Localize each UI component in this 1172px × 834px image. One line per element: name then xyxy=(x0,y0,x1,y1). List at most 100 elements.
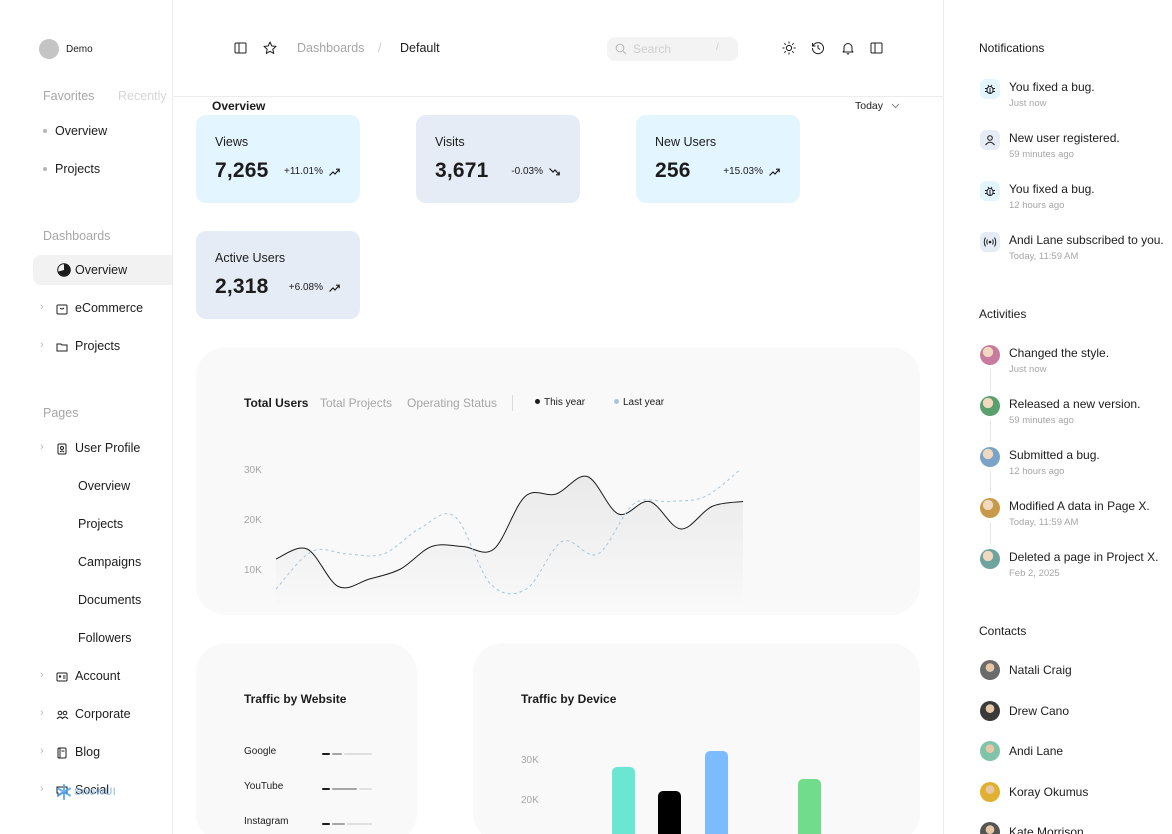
user-profile[interactable]: Demo xyxy=(39,39,93,59)
pie-chart-icon xyxy=(57,263,71,277)
tab-operating-status[interactable]: Operating Status xyxy=(407,396,498,410)
sidebar-item-user-profile[interactable]: › User Profile xyxy=(40,441,170,457)
user-name: Demo xyxy=(66,43,93,55)
notification-item[interactable]: Andi Lane subscribed to you. Today, 11:59… xyxy=(980,232,1164,262)
site-traffic-bar xyxy=(332,788,357,790)
sidebar-item-label: Overview xyxy=(75,263,128,277)
notification-item[interactable]: You fixed a bug. 12 hours ago xyxy=(980,181,1095,211)
sidebar-item-label: Projects xyxy=(75,339,121,353)
users-group-icon xyxy=(56,709,69,721)
notification-time: Just now xyxy=(1009,98,1047,109)
contact-item[interactable]: Drew Cano xyxy=(980,700,1070,721)
favorite-item-projects[interactable]: Projects xyxy=(43,162,100,176)
history-icon[interactable] xyxy=(811,41,825,55)
series-line-last-year xyxy=(275,468,742,595)
search-shortcut: / xyxy=(716,42,719,53)
stat-card-views: Views 7,265 +11.01% xyxy=(196,115,360,203)
avatar xyxy=(980,700,1000,721)
avatar xyxy=(980,396,1000,416)
site-label-google: Google xyxy=(244,746,277,757)
avatar xyxy=(980,781,1000,802)
notebook-icon xyxy=(56,747,68,759)
id-card-icon xyxy=(56,671,68,683)
stat-label: Views xyxy=(215,135,249,149)
snowflake-icon xyxy=(56,784,72,800)
activity-item[interactable]: Deleted a page in Project X. Feb 2, 2025 xyxy=(980,549,1158,579)
sidebar-item-label: Blog xyxy=(75,745,101,759)
contact-item[interactable]: Koray Okumus xyxy=(980,781,1088,802)
site-traffic-bar xyxy=(322,823,330,825)
activity-title: Modified A data in Page X. xyxy=(1009,499,1150,513)
sidebar-subitem-followers[interactable]: Followers xyxy=(78,631,132,645)
avatar xyxy=(980,549,1000,569)
trend-up-icon xyxy=(329,284,340,292)
sidebar-subitem-campaigns[interactable]: Campaigns xyxy=(78,555,142,569)
activity-title: Deleted a page in Project X. xyxy=(1009,550,1159,564)
site-traffic-bar xyxy=(344,753,372,755)
contact-item[interactable]: Andi Lane xyxy=(980,741,1063,761)
timeline-connector xyxy=(990,471,991,493)
notification-item[interactable]: New user registered. 59 minutes ago xyxy=(980,130,1120,160)
sidebar-item-account[interactable]: › Account xyxy=(40,669,170,685)
sidebar-subitem-projects[interactable]: Projects xyxy=(78,517,124,531)
breadcrumb-parent[interactable]: Dashboards xyxy=(297,41,365,55)
date-range-select[interactable]: Today xyxy=(855,100,900,112)
device-bar xyxy=(798,779,821,834)
shopping-bag-icon xyxy=(56,303,68,315)
traffic-device-title: Traffic by Device xyxy=(521,692,617,706)
traffic-device-chart: 20K 30K xyxy=(521,751,821,834)
activity-item[interactable]: Changed the style. Just now xyxy=(980,345,1109,375)
activity-title: Changed the style. xyxy=(1009,346,1110,360)
sidebar-item-overview[interactable]: Overview xyxy=(33,255,172,285)
contact-item[interactable]: Natali Craig xyxy=(980,660,1072,680)
sidebar-item-label: Account xyxy=(75,669,121,683)
tab-total-projects[interactable]: Total Projects xyxy=(320,396,393,410)
favorite-item-overview[interactable]: Overview xyxy=(43,124,107,138)
chevron-down-icon xyxy=(891,103,900,109)
chevron-right-icon: › xyxy=(40,441,44,453)
sidebar-item-projects[interactable]: › Projects xyxy=(40,339,170,355)
star-icon[interactable] xyxy=(263,41,277,55)
device-bar xyxy=(705,751,728,834)
avatar xyxy=(980,822,1000,834)
tab-favorites[interactable]: Favorites xyxy=(43,89,95,103)
overview-title: Overview xyxy=(212,99,266,113)
activity-item[interactable]: Submitted a bug. 12 hours ago xyxy=(980,447,1100,477)
sidebar-toggle-icon[interactable] xyxy=(234,42,247,54)
activity-item[interactable]: Released a new version. 59 minutes ago xyxy=(980,396,1140,426)
panel-toggle-icon[interactable] xyxy=(870,42,883,54)
broadcast-icon xyxy=(980,232,1000,252)
contact-name: Drew Cano xyxy=(1009,703,1070,718)
search-icon xyxy=(615,43,627,55)
avatar xyxy=(980,660,1000,680)
brand-logo-text: SnowUI xyxy=(74,786,117,798)
y-tick-label: 20K xyxy=(521,795,539,806)
sidebar-item-blog[interactable]: › Blog xyxy=(40,745,170,761)
chevron-right-icon: › xyxy=(40,301,44,313)
tab-total-users[interactable]: Total Users xyxy=(244,396,309,410)
sidebar-item-ecommerce[interactable]: › eCommerce xyxy=(40,301,170,317)
activity-item[interactable]: Modified A data in Page X. Today, 11:59 A… xyxy=(980,498,1150,528)
stat-value: 7,265 xyxy=(215,159,269,182)
avatar xyxy=(980,498,1000,518)
favorite-label: Overview xyxy=(55,124,108,138)
sidebar-subitem-documents[interactable]: Documents xyxy=(78,593,142,607)
sun-icon[interactable] xyxy=(782,41,796,55)
stat-change: +11.01% xyxy=(283,166,323,177)
contact-name: Natali Craig xyxy=(1009,663,1072,677)
series-area-this-year xyxy=(276,476,743,609)
sidebar-subitem-overview[interactable]: Overview xyxy=(78,479,131,493)
contact-item[interactable]: Kate Morrison xyxy=(980,822,1084,834)
site-traffic-bar xyxy=(332,823,345,825)
search-input[interactable]: Search / xyxy=(607,37,738,61)
bell-icon[interactable] xyxy=(841,41,855,55)
traffic-device-panel: Traffic by Device 20K 30K xyxy=(473,643,920,834)
activity-title: Submitted a bug. xyxy=(1009,448,1100,462)
notification-item[interactable]: You fixed a bug. Just now xyxy=(980,79,1095,109)
y-tick-label: 30K xyxy=(244,465,262,476)
notification-title: You fixed a bug. xyxy=(1009,182,1095,196)
tab-recently[interactable]: Recently xyxy=(118,89,167,103)
site-traffic-bar xyxy=(359,788,372,790)
tab-divider xyxy=(512,395,513,411)
sidebar-item-corporate[interactable]: › Corporate xyxy=(40,707,170,723)
